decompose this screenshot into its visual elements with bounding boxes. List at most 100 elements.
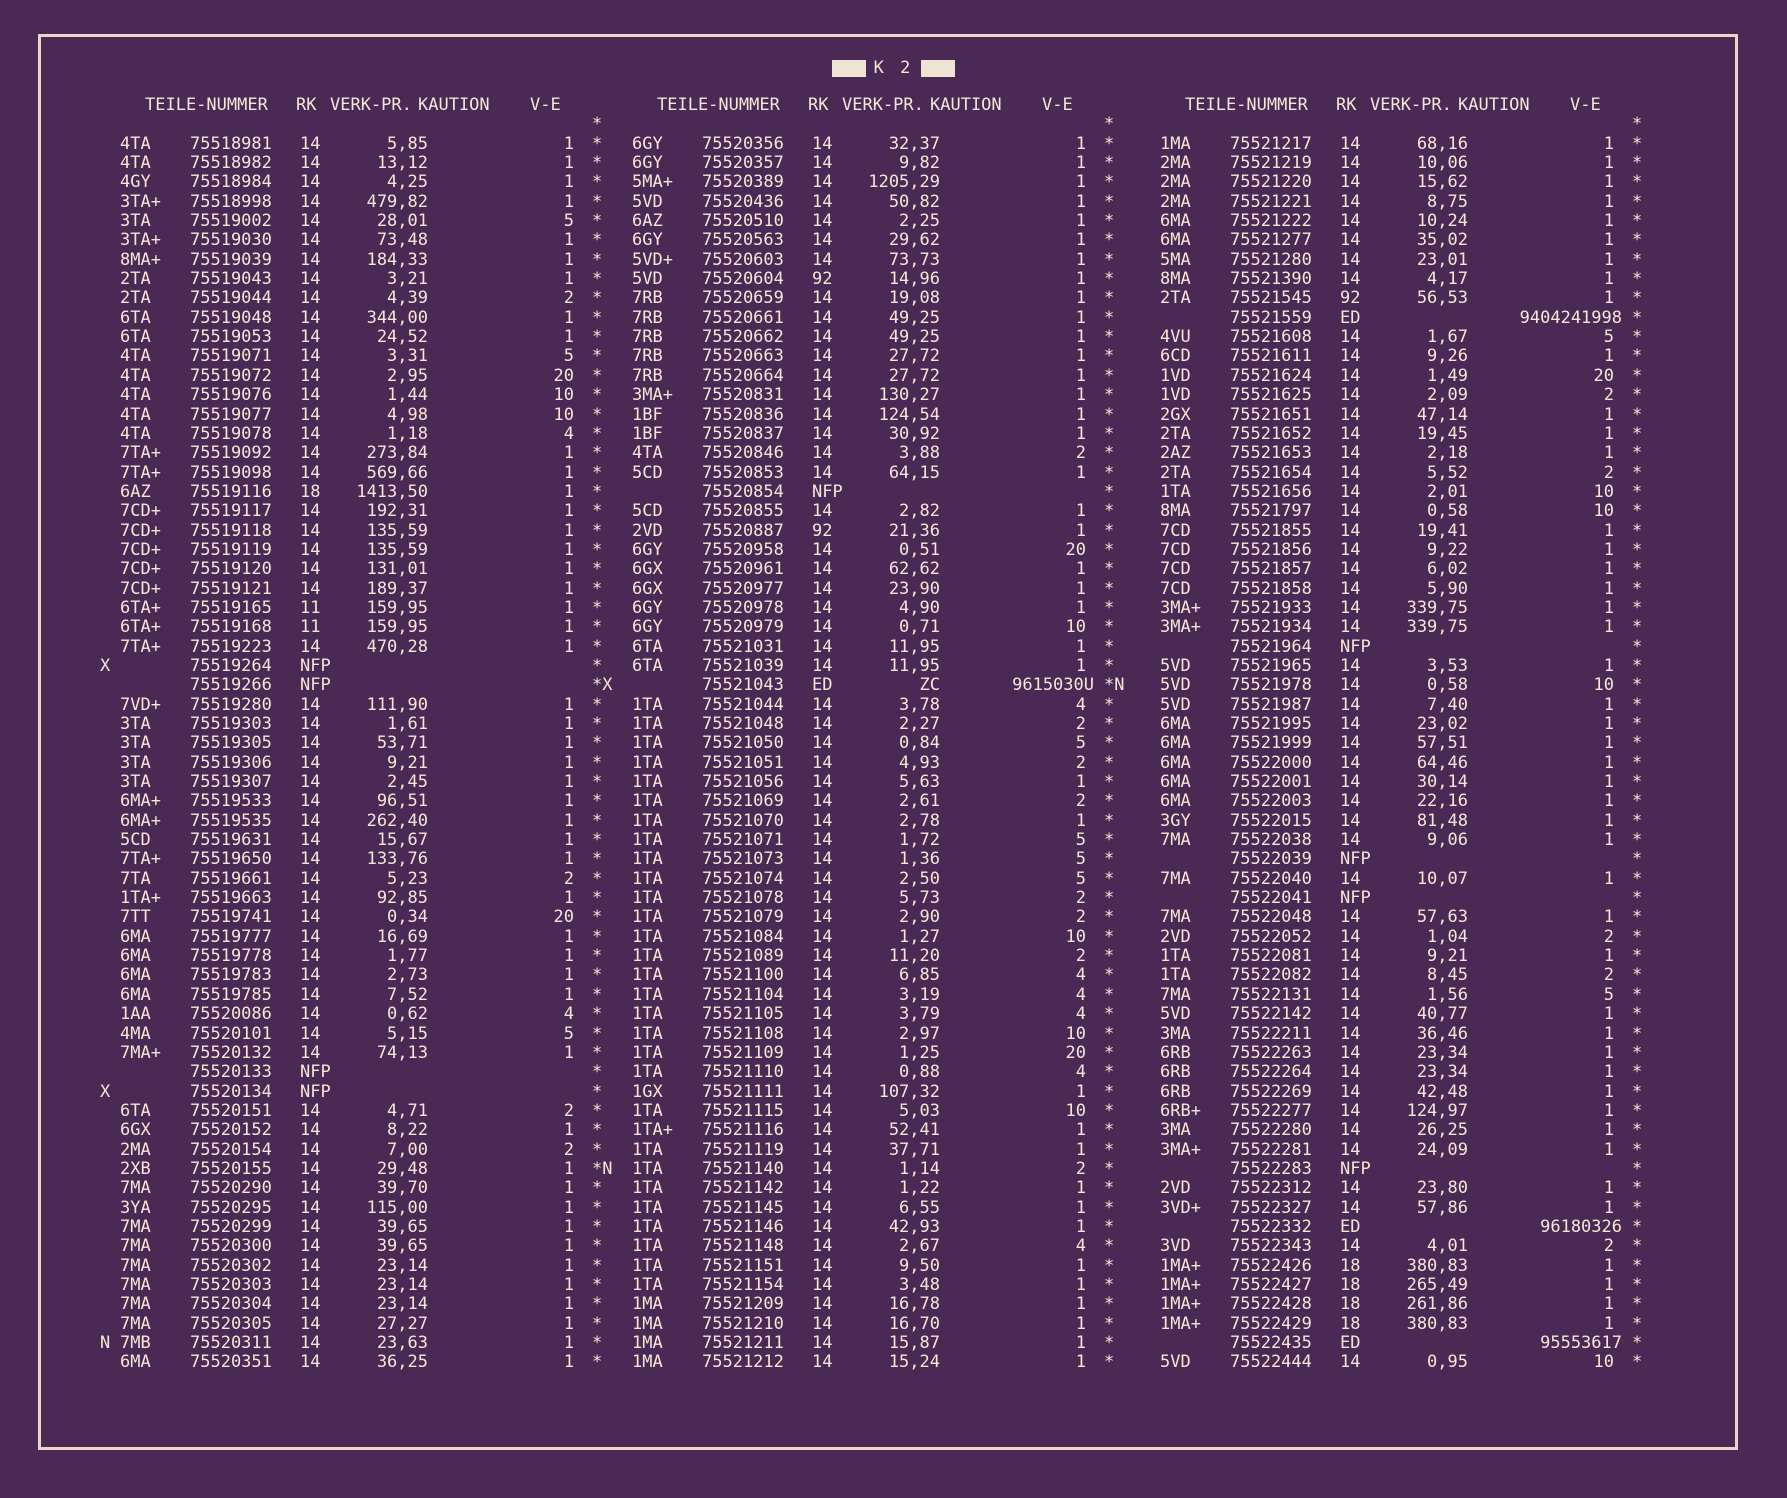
cell-num: 75522081 (1230, 946, 1312, 967)
cell-grp: 6MA+ (120, 810, 161, 831)
cell-rk: 14 (300, 520, 321, 541)
cell-num: 75520155 (190, 1158, 272, 1179)
cell-rk: 14 (1340, 443, 1361, 464)
cell-ve: 1 (1075, 404, 1086, 425)
cell-st: * (1104, 1197, 1115, 1218)
cell-st: * (1104, 946, 1115, 967)
cell-pr: 10,06 (1416, 153, 1468, 174)
cell-grp: 1TA (632, 1023, 663, 1044)
cell-rk: 18 (1340, 1313, 1361, 1334)
cell-ve: 2 (563, 868, 574, 889)
cell-st: * (1104, 791, 1115, 812)
cell-pr: 23,14 (376, 1255, 428, 1276)
cell-grp: 4TA (120, 346, 151, 367)
cell-ve: 2 (1075, 907, 1086, 928)
cell-st: * (1104, 481, 1115, 502)
cell-ve: 1 (563, 520, 574, 541)
cell-num: 75521039 (702, 655, 784, 676)
cell-grp: 1TA (632, 791, 663, 812)
cell-rk: 14 (1340, 868, 1361, 889)
cell-pr: 2,82 (899, 501, 940, 522)
cell-ve: 1 (1075, 1274, 1086, 1295)
cell-pr: 22,16 (1416, 791, 1468, 812)
cell-pr: 19,08 (888, 288, 940, 309)
cell-grp: 1TA (632, 772, 663, 793)
cell-ve: 1 (563, 714, 574, 734)
cell-rk: 14 (812, 733, 833, 754)
cell-ve: 10 (1593, 1352, 1614, 1373)
cell-st: * (592, 1294, 603, 1315)
cell-rk: 14 (1340, 327, 1361, 348)
cell-st: * (592, 888, 603, 909)
cell-num: 75519165 (190, 597, 272, 618)
cell-rk: 14 (1340, 249, 1361, 270)
cell-grp: 7MA (1160, 830, 1191, 851)
cell-grp: 4VU (1160, 327, 1191, 348)
cell-grp: 6GY (632, 539, 663, 560)
cell-st: * (1632, 153, 1643, 174)
cell-ve: 1 (563, 888, 574, 909)
cell-st: * (592, 191, 603, 212)
cell-pr: 1,56 (1427, 984, 1468, 1005)
cell-num: 75519306 (190, 752, 272, 773)
cell-pr: 62,62 (888, 559, 940, 580)
cell-st: * (592, 1023, 603, 1044)
cell-ve: 1 (1603, 520, 1614, 541)
cell-ve: 1 (563, 153, 574, 174)
cell-ve: 1 (1075, 1178, 1086, 1199)
cell-ve: 1 (1603, 211, 1614, 232)
cell-st: * (1104, 114, 1115, 135)
cell-ve: 2 (1075, 791, 1086, 812)
cell-st: * (592, 249, 603, 270)
cell-rk: 14 (812, 888, 833, 909)
cell-num: 75521104 (702, 984, 784, 1005)
cell-st: * (1104, 617, 1115, 638)
cell-pr: 27,27 (376, 1313, 428, 1334)
cell-pr: 9,82 (899, 153, 940, 174)
cell-ve: 2 (1075, 888, 1086, 909)
cell-pr: 1,44 (387, 385, 428, 406)
cell-num: 75520356 (702, 133, 784, 154)
cell-rk: 14 (812, 172, 833, 193)
cell-pr: 5,85 (387, 133, 428, 154)
cell-st: * (1632, 307, 1643, 328)
cell-num: 75521119 (702, 1139, 784, 1160)
cell-pr: 9,26 (1427, 346, 1468, 367)
cell-ve: 1 (1603, 617, 1614, 638)
cell-num: 75520979 (702, 617, 784, 638)
cell-num: 75522211 (1230, 1023, 1312, 1044)
cell-grp: 2TA (120, 288, 151, 309)
cell-st: * (592, 578, 603, 599)
cell-ve: 1 (563, 810, 574, 831)
cell-pr: 2,78 (899, 810, 940, 831)
cell-rk: 14 (812, 307, 833, 328)
cell-rk: 14 (300, 791, 321, 812)
cell-ve: 10 (1065, 1023, 1086, 1044)
cell-num: 75521857 (1230, 559, 1312, 580)
cell-ve: 1 (1075, 559, 1086, 580)
cell-rk: NFP (300, 1062, 331, 1083)
cell-rk: 14 (300, 1178, 321, 1199)
cell-st: * (1632, 772, 1643, 793)
cell-pr: 5,52 (1427, 462, 1468, 483)
cell-grp: 1TA (632, 984, 663, 1005)
cell-grp: 5VD (632, 191, 663, 212)
cell-grp: 1TA (632, 946, 663, 967)
cell-pr: 265,49 (1406, 1274, 1468, 1295)
cell-num: 75519118 (190, 520, 272, 541)
cell-num: 75521148 (702, 1236, 784, 1257)
cell-rk: 14 (812, 965, 833, 986)
cell-st: * (592, 269, 603, 290)
cell-num: 75521146 (702, 1216, 784, 1237)
cell-pr: 135,59 (366, 520, 428, 541)
cell-num: 75521964 (1230, 636, 1312, 657)
cell-rk: 14 (812, 830, 833, 851)
cell-num: 75521390 (1230, 269, 1312, 290)
cell-grp: 7TA+ (120, 636, 161, 657)
cell-rk: 14 (300, 1139, 321, 1160)
cell-num: 75521142 (702, 1178, 784, 1199)
cell-ve: 1 (1075, 578, 1086, 599)
cell-grp: 3TA (120, 733, 151, 754)
cell-num: 75520563 (702, 230, 784, 251)
cell-rk: 14 (1340, 1178, 1361, 1199)
